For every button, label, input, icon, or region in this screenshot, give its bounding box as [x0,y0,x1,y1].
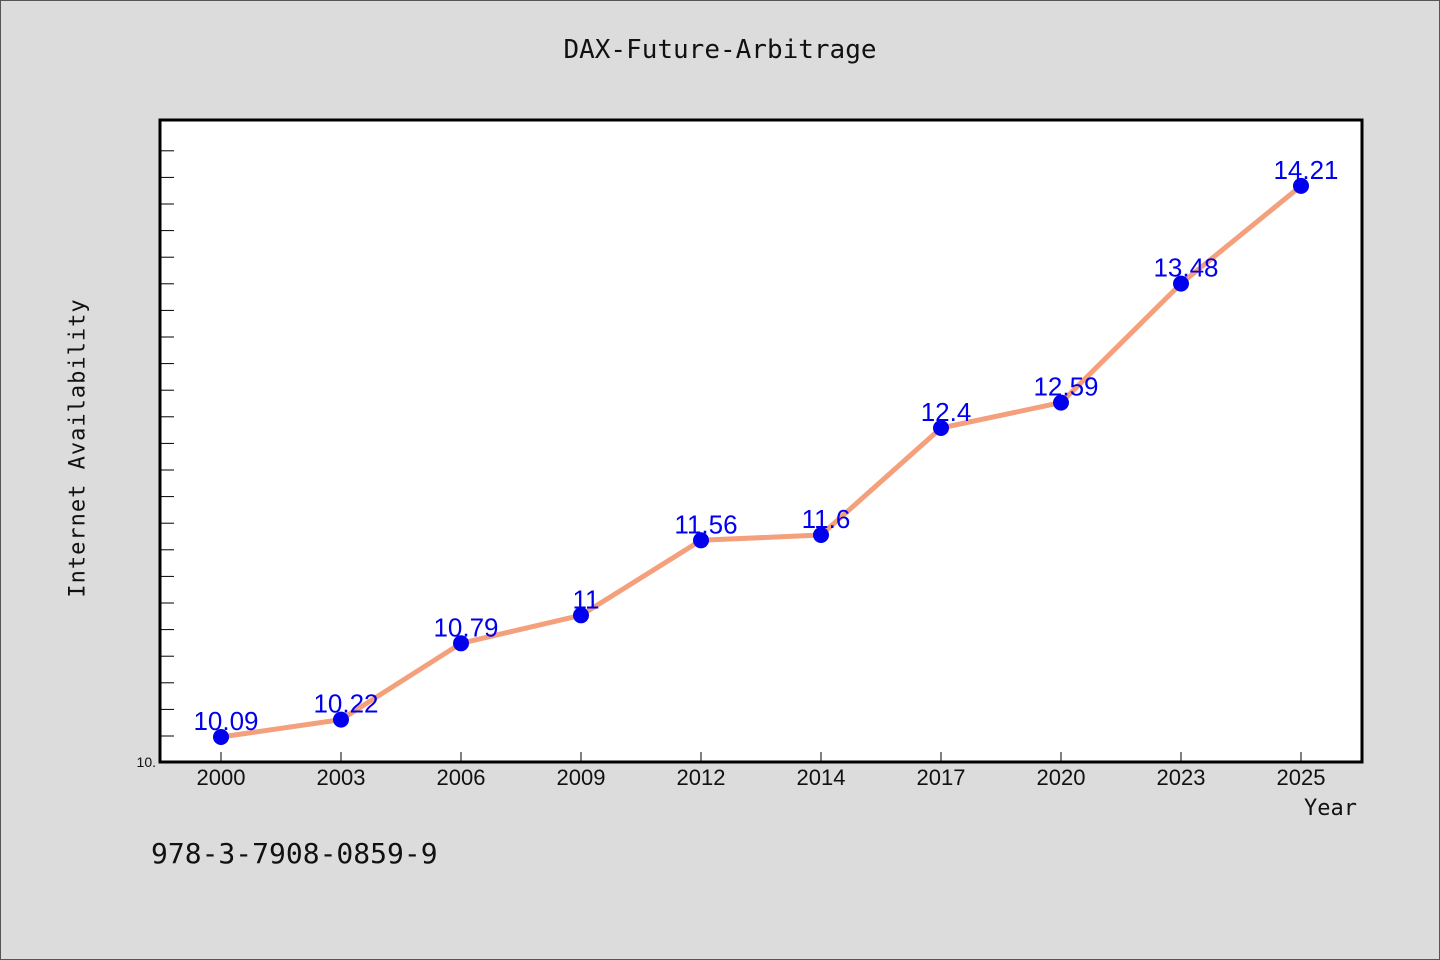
x-axis-label: Year [1304,796,1357,821]
x-tick-label: 2003 [317,765,366,790]
data-label: 10.22 [313,689,378,719]
series-layer: 10.09 10.22 10.79 11 11.56 11.6 12.4 12.59 13.48… [193,155,1339,745]
x-tick-label: 2017 [917,765,966,790]
data-point [1293,177,1309,194]
plot-area [158,118,1364,764]
data-point [933,420,949,436]
x-tick-label: 2009 [557,765,606,790]
series-line [220,183,1303,740]
x-tick-label: 2020 [1037,765,1086,790]
data-label: 10.09 [193,706,258,736]
y-tick-label: 10. [137,754,156,770]
x-tick-label: 2025 [1277,765,1326,790]
isbn-footer: 978-3-7908-0859-9 [151,837,438,870]
data-point [573,607,589,624]
data-label: 12.59 [1033,372,1098,402]
data-label: 13.48 [1153,253,1218,283]
data-point [1053,394,1069,411]
x-tick-label: 2012 [677,765,726,790]
chart-title: DAX-Future-Arbitrage [563,35,877,65]
x-axis-ticks: 2000 2003 2006 2009 2012 2014 2017 2020 2023 2025 [197,752,1326,790]
data-point [213,729,229,745]
data-point [813,527,829,543]
data-label: 11.56 [674,509,737,539]
data-point [333,711,349,728]
x-tick-label: 2023 [1157,765,1206,790]
x-tick-label: 2014 [797,765,846,790]
data-label: 11 [573,584,600,614]
data-label: 10.79 [433,612,498,642]
x-tick-label: 2006 [437,765,486,790]
data-label: 11.6 [802,504,851,534]
data-point [1173,275,1189,292]
x-tick-label: 2000 [197,765,246,790]
data-point [693,532,709,549]
data-point [453,635,469,652]
data-label: 14.21 [1273,155,1338,185]
y-axis-ticks: 10. [137,150,174,770]
data-label: 12.4 [921,397,972,427]
